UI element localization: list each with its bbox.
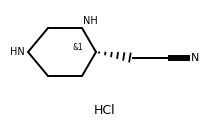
Text: NH: NH	[83, 16, 98, 26]
Text: HCl: HCl	[94, 104, 116, 116]
Text: &1: &1	[73, 42, 83, 51]
Text: N: N	[191, 53, 199, 63]
Text: HN: HN	[10, 47, 25, 57]
